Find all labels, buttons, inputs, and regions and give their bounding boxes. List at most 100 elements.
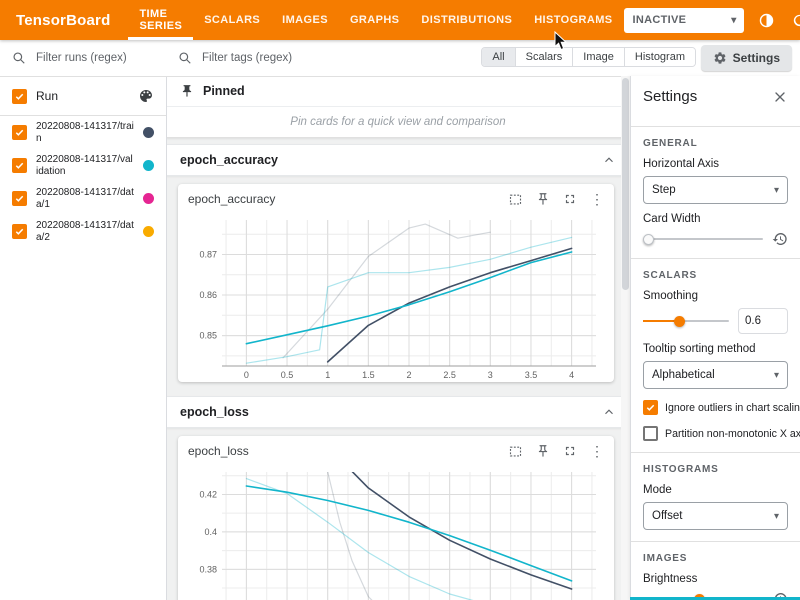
- histogram-mode-value: Offset: [652, 510, 682, 522]
- fullscreen-icon[interactable]: [563, 444, 577, 458]
- tag-filter-input[interactable]: [200, 51, 314, 65]
- section-epoch-accuracy[interactable]: epoch_accuracy: [166, 144, 630, 176]
- tab-images[interactable]: IMAGES: [271, 0, 339, 40]
- settings-panel-header: Settings: [643, 76, 788, 115]
- reset-icon[interactable]: [772, 231, 788, 247]
- content-scrollbar: [621, 76, 630, 600]
- run-row-validation[interactable]: 20220808-141317/validation: [0, 149, 166, 182]
- tab-graphs[interactable]: GRAPHS: [339, 0, 410, 40]
- run-row-data-1[interactable]: 20220808-141317/data/1: [0, 182, 166, 215]
- svg-text:0.87: 0.87: [199, 249, 217, 259]
- chip-scalars[interactable]: Scalars: [515, 48, 573, 66]
- pin-outline-icon[interactable]: [536, 444, 550, 458]
- palette-icon[interactable]: [138, 88, 154, 104]
- card-actions: ⋮: [508, 444, 604, 459]
- pinned-title: Pinned: [203, 84, 245, 98]
- fullscreen-icon[interactable]: [563, 192, 577, 206]
- chip-image[interactable]: Image: [572, 48, 624, 66]
- close-icon[interactable]: [772, 89, 788, 105]
- svg-text:1.5: 1.5: [362, 370, 375, 380]
- fit-domain-icon[interactable]: [508, 444, 523, 459]
- svg-text:0.5: 0.5: [281, 370, 294, 380]
- pinned-bar: Pinned: [166, 76, 630, 107]
- theme-toggle-icon[interactable]: [757, 10, 777, 30]
- slider-thumb[interactable]: [643, 234, 654, 245]
- scalar-card-epoch-accuracy: epoch_accuracy ⋮ 00.511.522.533.540.850.…: [178, 184, 614, 382]
- scrollbar-thumb[interactable]: [622, 78, 629, 290]
- section-epoch-loss[interactable]: epoch_loss: [166, 396, 630, 428]
- svg-text:1: 1: [325, 370, 330, 380]
- tooltip-sorting-select[interactable]: Alphabetical ▾: [643, 361, 788, 389]
- svg-text:0.4: 0.4: [204, 527, 217, 537]
- run-label: 20220808-141317/data/2: [36, 220, 134, 244]
- settings-panel: Settings GENERAL Horizontal Axis Step ▾ …: [630, 76, 800, 600]
- scalars-heading: SCALARS: [643, 270, 788, 281]
- run-checkbox[interactable]: [12, 125, 27, 140]
- chip-histogram[interactable]: Histogram: [624, 48, 695, 66]
- run-checkbox[interactable]: [12, 224, 27, 239]
- images-heading: IMAGES: [643, 553, 788, 564]
- select-all-runs-checkbox[interactable]: [12, 89, 27, 104]
- chip-all[interactable]: All: [482, 48, 514, 66]
- ignore-outliers-checkbox[interactable]: [643, 400, 658, 415]
- divider: [631, 126, 800, 127]
- histogram-mode-select[interactable]: Offset ▾: [643, 502, 788, 530]
- histograms-heading: HISTOGRAMS: [643, 464, 788, 475]
- card-zone: epoch_loss ⋮ 00.511.522.533.540.360.380.…: [166, 428, 630, 600]
- tab-distributions[interactable]: DISTRIBUTIONS: [410, 0, 523, 40]
- chevron-up-icon[interactable]: [602, 405, 616, 419]
- reload-status-select[interactable]: INACTIVE ▾: [624, 8, 744, 33]
- cards-area: Pinned Pin cards for a quick view and co…: [166, 76, 630, 600]
- slider-track[interactable]: [643, 238, 763, 240]
- settings-button[interactable]: Settings: [701, 45, 792, 71]
- card-header: epoch_loss ⋮: [178, 436, 614, 466]
- fit-domain-icon[interactable]: [508, 192, 523, 207]
- epoch-accuracy-chart[interactable]: 00.511.522.533.540.850.860.87: [186, 214, 606, 382]
- main-nav: TIME SERIES SCALARS IMAGES GRAPHS DISTRI…: [128, 0, 623, 40]
- tag-type-filter-group: All Scalars Image Histogram: [481, 47, 696, 67]
- section-title: epoch_loss: [180, 405, 602, 419]
- smoothing-slider[interactable]: [643, 314, 729, 328]
- tab-histograms[interactable]: HISTOGRAMS: [523, 0, 623, 40]
- refresh-icon[interactable]: [790, 10, 800, 30]
- tab-scalars[interactable]: SCALARS: [193, 0, 271, 40]
- partition-x-axis-checkbox[interactable]: [643, 426, 658, 441]
- chevron-up-icon[interactable]: [602, 153, 616, 167]
- scalar-card-epoch-loss: epoch_loss ⋮ 00.511.522.533.540.360.380.…: [178, 436, 614, 600]
- brightness-label: Brightness: [643, 573, 788, 585]
- run-checkbox[interactable]: [12, 158, 27, 173]
- run-checkbox[interactable]: [12, 191, 27, 206]
- chevron-down-icon: ▾: [731, 15, 736, 26]
- histogram-mode-label: Mode: [643, 484, 788, 496]
- more-options-icon[interactable]: ⋮: [590, 444, 604, 458]
- run-row-train[interactable]: 20220808-141317/train: [0, 116, 166, 149]
- svg-text:3: 3: [488, 370, 493, 380]
- run-label: 20220808-141317/data/1: [36, 187, 134, 211]
- run-label: 20220808-141317/train: [36, 121, 134, 145]
- topbar-actions: INACTIVE ▾ ?: [624, 8, 800, 33]
- divider: [631, 541, 800, 542]
- run-color-dot: [143, 226, 154, 237]
- top-bar: TensorBoard TIME SERIES SCALARS IMAGES G…: [0, 0, 800, 40]
- chevron-down-icon: ▾: [774, 185, 779, 196]
- divider: [631, 452, 800, 453]
- card-width-slider[interactable]: [643, 232, 763, 246]
- slider-thumb[interactable]: [674, 316, 685, 327]
- tag-filter-row: [166, 51, 326, 65]
- runs-filter-input[interactable]: [34, 51, 148, 65]
- more-options-icon[interactable]: ⋮: [590, 192, 604, 206]
- pin-outline-icon[interactable]: [536, 192, 550, 206]
- app-logo[interactable]: TensorBoard: [0, 12, 128, 29]
- smoothing-row: [643, 308, 788, 334]
- divider: [631, 258, 800, 259]
- smoothing-value-input[interactable]: [738, 308, 788, 334]
- partition-x-axis-row: Partition non-monotonic X axisi: [643, 426, 788, 441]
- horizontal-axis-select[interactable]: Step ▾: [643, 176, 788, 204]
- run-row-data-2[interactable]: 20220808-141317/data/2: [0, 215, 166, 248]
- tag-toolbar: All Scalars Image Histogram Settings: [166, 40, 800, 77]
- epoch-loss-chart[interactable]: 00.511.522.533.540.360.380.40.42: [186, 466, 606, 600]
- search-icon: [178, 51, 192, 65]
- svg-text:0.42: 0.42: [199, 489, 217, 499]
- tab-time-series[interactable]: TIME SERIES: [128, 0, 193, 40]
- runs-header-label: Run: [36, 89, 129, 103]
